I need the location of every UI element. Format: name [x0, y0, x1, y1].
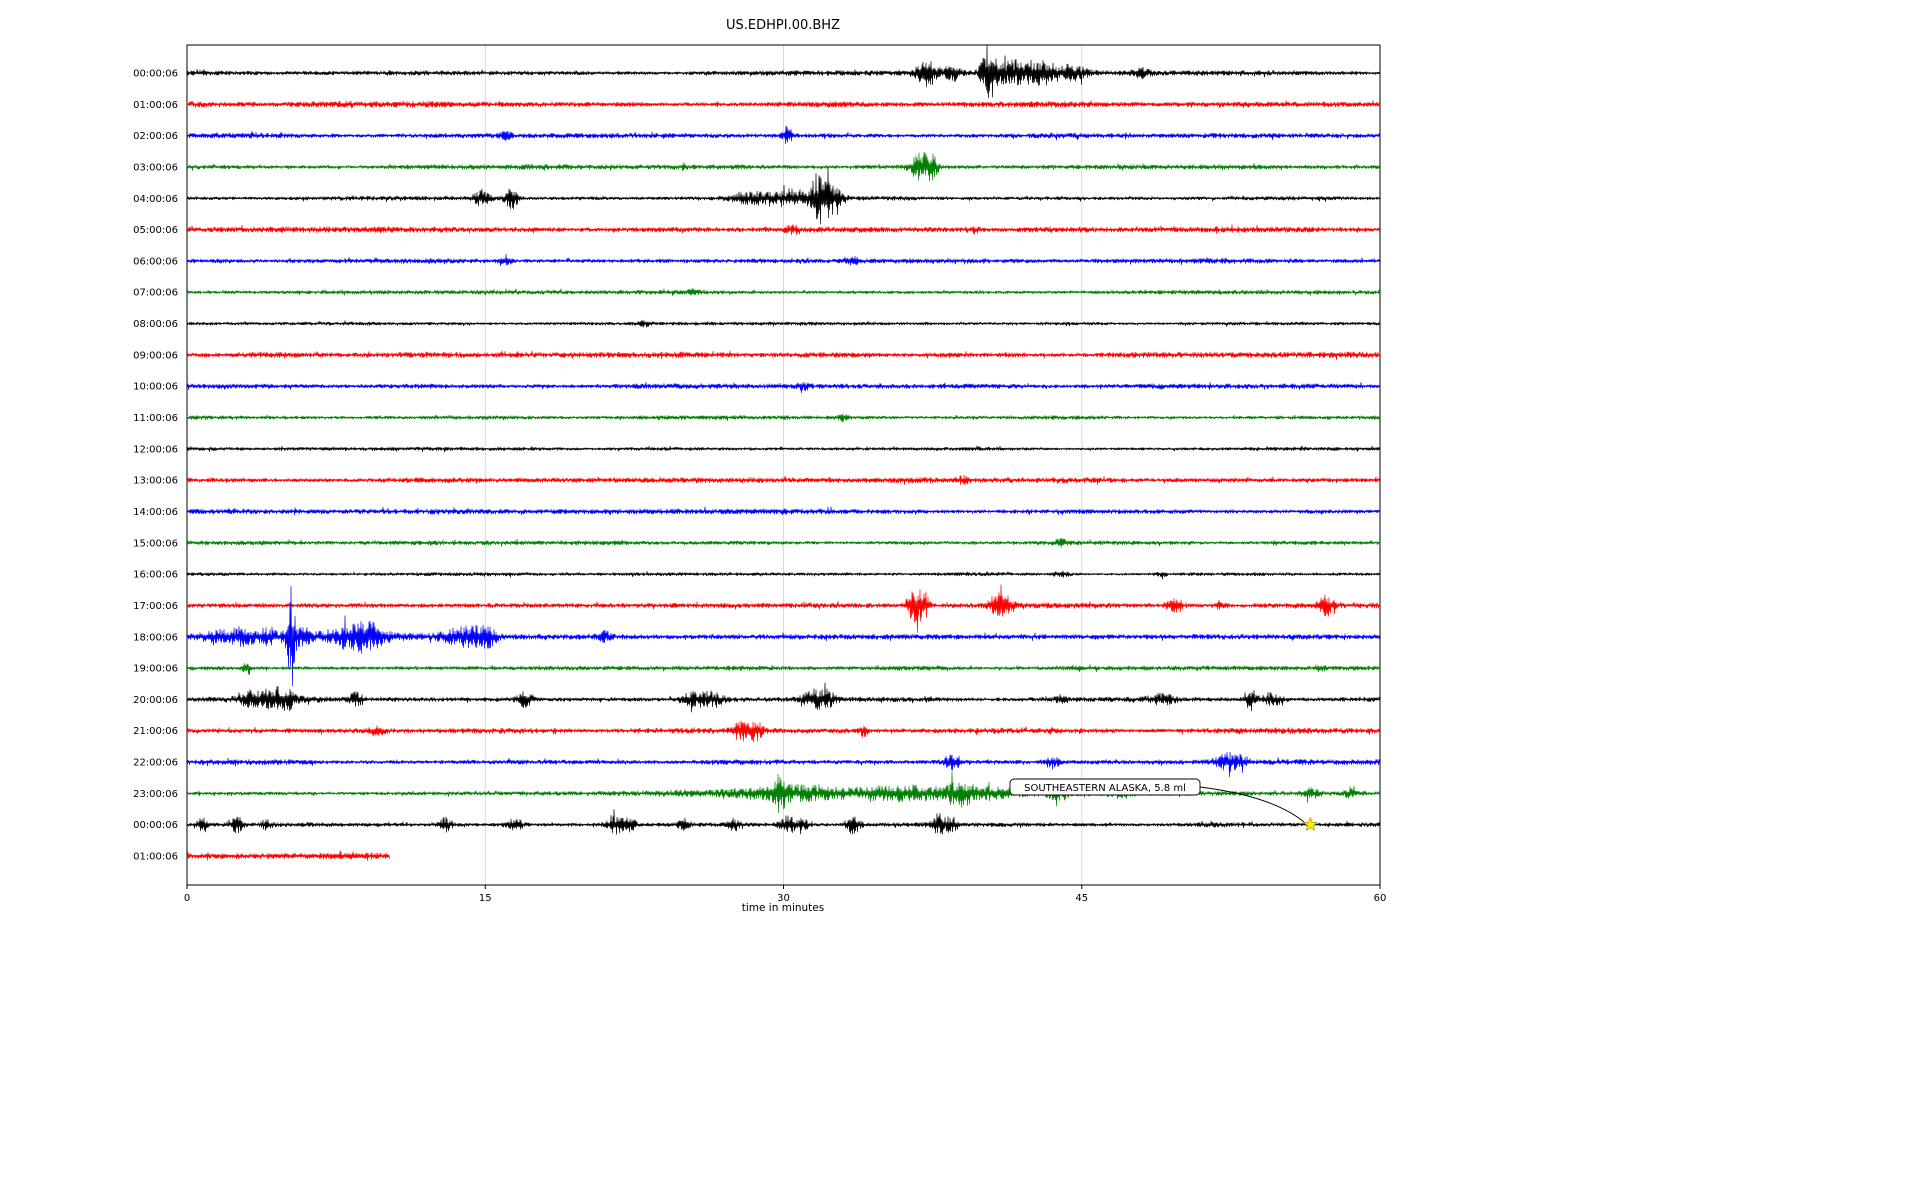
trace-time-label: 17:00:06 — [133, 601, 178, 612]
event-star-icon — [1302, 816, 1319, 832]
gridlines — [484, 45, 1083, 885]
seismogram-trace — [187, 100, 1380, 109]
seismogram-trace — [187, 538, 1380, 548]
trace-time-label: 00:00:06 — [133, 820, 178, 831]
seismogram-trace — [187, 45, 1380, 99]
trace-time-label: 09:00:06 — [133, 350, 178, 361]
trace-time-label: 13:00:06 — [133, 476, 178, 487]
x-axis-layer: 0 15 30 45 60 — [184, 885, 1387, 904]
seismogram-trace — [187, 584, 1380, 633]
trace-time-label: 10:00:06 — [133, 382, 178, 393]
seismogram-trace — [187, 152, 1380, 182]
trace-time-label: 15:00:06 — [133, 538, 178, 549]
event-annotation: SOUTHEASTERN ALASKA, 5.8 ml — [1009, 778, 1319, 832]
trace-time-label: 23:00:06 — [133, 789, 178, 800]
seismogram-trace — [187, 570, 1380, 580]
trace-time-label: 03:00:06 — [133, 162, 178, 173]
seismogram-trace — [187, 474, 1380, 486]
trace-time-label: 22:00:06 — [133, 758, 178, 769]
x-tick-label: 60 — [1374, 893, 1387, 904]
seismogram-trace — [187, 167, 1380, 225]
x-tick-label: 45 — [1075, 893, 1088, 904]
seismogram-trace — [187, 506, 1380, 516]
seismogram-trace — [187, 720, 1380, 743]
annotation-label: SOUTHEASTERN ALASKA, 5.8 ml — [1024, 783, 1186, 794]
trace-time-label: 05:00:06 — [133, 225, 178, 236]
trace-time-label: 16:00:06 — [133, 570, 178, 581]
trace-time-label: 08:00:06 — [133, 319, 178, 330]
seismogram-trace — [187, 381, 1380, 394]
seismogram-trace — [187, 287, 1380, 296]
trace-layer — [187, 45, 1380, 861]
x-axis-label: time in minutes — [742, 902, 824, 914]
trace-time-label: 20:00:06 — [133, 695, 178, 706]
seismogram-trace — [187, 413, 1380, 423]
seismogram-trace — [187, 752, 1380, 778]
trace-time-label: 04:00:06 — [133, 194, 178, 205]
trace-time-label: 11:00:06 — [133, 413, 178, 424]
seismogram-trace — [187, 662, 1380, 676]
seismogram-trace — [187, 682, 1380, 713]
trace-time-label: 19:00:06 — [133, 664, 178, 675]
trace-time-label: 07:00:06 — [133, 288, 178, 299]
seismogram-trace — [187, 254, 1380, 267]
x-tick-label: 0 — [184, 893, 190, 904]
x-tick-label: 15 — [479, 893, 492, 904]
trace-time-label: 14:00:06 — [133, 507, 178, 518]
trace-time-label: 21:00:06 — [133, 726, 178, 737]
trace-time-label: 00:00:06 — [133, 69, 178, 80]
seismogram-trace — [187, 585, 1380, 687]
seismogram-trace — [187, 445, 1380, 453]
seismogram-trace — [187, 350, 1380, 361]
row-label-layer: 00:00:06 01:00:06 02:00:06 03:00:06 04:00:06… — [133, 69, 178, 863]
x-tick-label: 30 — [777, 893, 790, 904]
seismogram-trace — [187, 809, 1380, 835]
seismogram-trace — [187, 319, 1380, 328]
seismogram-trace — [187, 125, 1380, 145]
trace-time-label: 01:00:06 — [133, 100, 178, 111]
trace-time-label: 02:00:06 — [133, 131, 178, 142]
seismogram-trace — [187, 850, 390, 861]
seismogram-trace — [187, 224, 1380, 236]
trace-time-label: 12:00:06 — [133, 444, 178, 455]
annotation-connector-line — [1199, 786, 1305, 823]
annotation-box — [1009, 778, 1201, 796]
trace-time-label: 06:00:06 — [133, 256, 178, 267]
trace-time-label: 18:00:06 — [133, 632, 178, 643]
trace-time-label: 01:00:06 — [133, 852, 178, 863]
chart-title: US.EDHPI.00.BHZ — [726, 18, 840, 33]
